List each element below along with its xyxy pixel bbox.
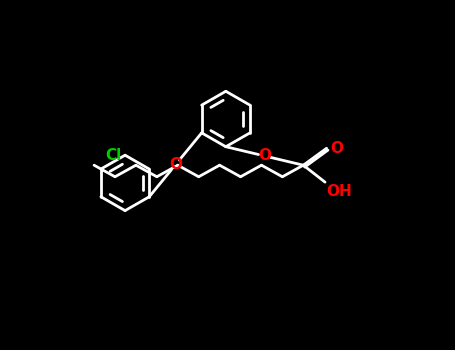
Text: O: O xyxy=(330,141,344,156)
Text: OH: OH xyxy=(327,184,352,200)
Text: Cl: Cl xyxy=(105,148,121,163)
Text: O: O xyxy=(258,148,271,163)
Text: O: O xyxy=(169,157,182,172)
